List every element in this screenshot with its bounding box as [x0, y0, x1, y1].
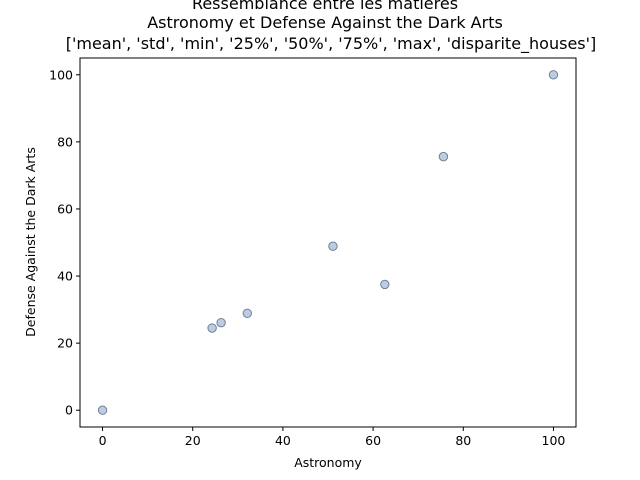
x-tick-label: 0 — [99, 433, 107, 448]
y-tick-label: 80 — [57, 134, 73, 149]
scatter-point — [380, 279, 390, 290]
data-points — [97, 70, 559, 415]
y-tick-label: 40 — [57, 269, 73, 284]
scatter-point — [548, 70, 559, 80]
chart-title-line-3: ['mean', 'std', 'min', '25%', '50%', '75… — [66, 34, 597, 54]
chart-title-line-2: Astronomy et Defense Against the Dark Ar… — [147, 13, 503, 32]
x-tick-label: 60 — [365, 433, 381, 448]
x-tick-label: 20 — [185, 433, 201, 448]
y-tick-label: 100 — [49, 67, 73, 82]
x-tick-label: 100 — [542, 433, 566, 448]
scatter-point — [207, 323, 217, 333]
x-axis-label: Astronomy — [294, 455, 362, 470]
y-tick-label: 0 — [65, 403, 73, 418]
y-axis-label: Defense Against the Dark Arts — [23, 147, 38, 337]
plot-area — [79, 57, 577, 428]
scatter-point — [328, 241, 338, 251]
scatter-point — [216, 317, 226, 328]
x-axis-ticks: 0 20 40 60 80 100 — [99, 427, 566, 448]
chart-title: Ressemblance entre les matières Astronom… — [66, 0, 597, 54]
plot-frame — [79, 57, 577, 428]
y-axis-ticks: 0 20 40 60 80 100 — [49, 67, 80, 418]
chart-title-line-1: Ressemblance entre les matières — [192, 0, 458, 13]
y-tick-label: 60 — [57, 201, 73, 216]
x-tick-label: 80 — [455, 433, 471, 448]
scatter-point — [438, 151, 449, 162]
y-tick-label: 20 — [57, 336, 73, 351]
scatter-point — [242, 308, 252, 318]
scatter-point — [97, 405, 108, 415]
x-tick-label: 40 — [275, 433, 291, 448]
